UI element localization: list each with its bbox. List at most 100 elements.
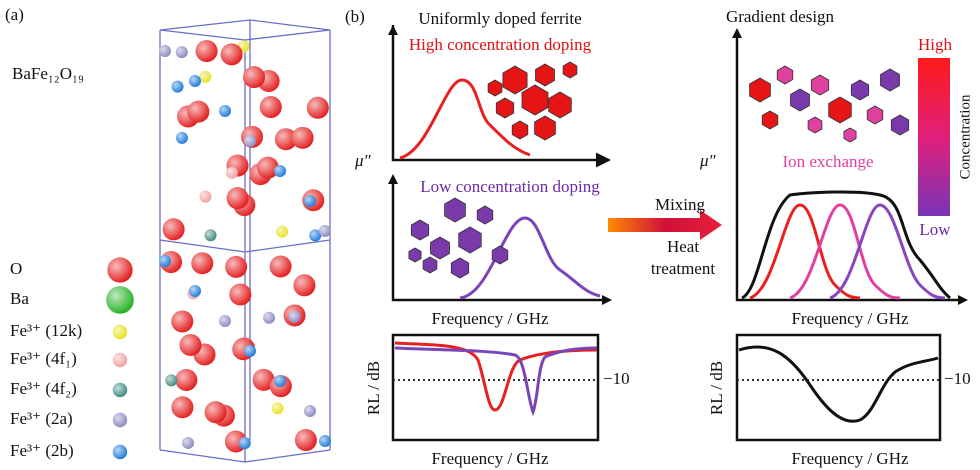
atom-shine	[289, 311, 301, 323]
particle	[459, 227, 482, 253]
particle	[451, 258, 468, 278]
legend-label: Ba	[10, 289, 29, 308]
legend-label: Fe³⁺ (2a)	[10, 409, 73, 428]
atom-shine	[179, 334, 201, 356]
panel-title: Gradient design	[726, 7, 835, 26]
atom-shine	[229, 284, 251, 306]
particle	[867, 106, 883, 124]
particle	[777, 66, 793, 84]
atom-shine	[176, 46, 188, 58]
atom-shine	[176, 132, 188, 144]
crystal-structure	[159, 20, 331, 462]
atom-shine	[106, 286, 134, 314]
y-axis-label: μ″	[699, 151, 717, 170]
process-label: Mixing	[655, 195, 706, 214]
particle	[431, 237, 450, 259]
atom-shine	[199, 71, 211, 83]
particle	[411, 220, 428, 240]
atom-shine	[319, 225, 331, 237]
figure: (a) BaFe₁₂O₁₉ OBaFe³⁺ (12k)Fe³⁺ (4f₁)Fe³…	[0, 0, 980, 470]
atom-shine	[221, 43, 243, 65]
scale-label: Low	[919, 220, 951, 239]
legend-label: Fe³⁺ (4f₂)	[10, 379, 77, 398]
atom-shine	[272, 402, 284, 414]
atom-shine	[113, 413, 127, 427]
color-scale	[918, 58, 950, 216]
atom-shine	[107, 257, 132, 282]
atom-shine	[304, 405, 316, 417]
atom-shine	[205, 401, 227, 423]
y-axis-label: RL / dB	[364, 361, 383, 415]
atom-shine	[226, 167, 238, 179]
particle	[496, 98, 513, 118]
atom-shine	[219, 315, 231, 327]
process-label: Heat	[667, 237, 699, 256]
particle	[549, 92, 572, 118]
atom-shine	[276, 226, 288, 238]
atom-shine	[189, 285, 201, 297]
atom-shine	[270, 255, 292, 277]
atom-shine	[159, 45, 171, 57]
annotation: High concentration doping	[409, 35, 592, 54]
atom-shine	[243, 66, 265, 88]
atom-shine	[163, 218, 185, 240]
curve	[395, 348, 597, 412]
particle	[535, 116, 556, 140]
particle	[563, 62, 577, 78]
atom-shine	[205, 229, 217, 241]
atom-shine	[200, 191, 212, 203]
particle	[488, 80, 502, 96]
threshold-label: −10	[944, 369, 971, 388]
atom-shine	[113, 353, 127, 367]
atom-shine	[159, 255, 171, 267]
legend-label: O	[10, 259, 22, 278]
legend-label: Fe³⁺ (12k)	[10, 321, 82, 340]
particle	[844, 128, 856, 142]
particle	[477, 206, 493, 224]
atom-shine	[239, 437, 251, 449]
atom-shine	[113, 325, 127, 339]
atom-shine	[113, 383, 127, 397]
particle	[492, 246, 508, 264]
atom-shine	[307, 97, 329, 119]
x-axis-label: Frequency / GHz	[791, 449, 909, 468]
arrow-head	[388, 25, 398, 35]
particle	[409, 248, 421, 262]
particle	[536, 64, 555, 86]
x-axis-label: Frequency / GHz	[791, 309, 909, 328]
scale-label: High	[918, 35, 953, 54]
particle	[891, 115, 908, 135]
atom-shine	[219, 105, 231, 117]
atom-shine	[182, 437, 194, 449]
curve	[739, 347, 938, 421]
particle	[423, 257, 437, 273]
atom-shine	[172, 81, 184, 93]
process-arrow	[608, 210, 722, 240]
plot-frame	[737, 335, 940, 440]
particle	[522, 85, 548, 115]
atom-shine	[295, 429, 317, 451]
atom-shine	[304, 195, 316, 207]
particle	[512, 121, 528, 139]
atom-shine	[319, 435, 331, 447]
particle	[829, 97, 852, 123]
atom-shine	[187, 101, 209, 123]
atom-shine	[196, 40, 218, 62]
scale-title: Concentration	[957, 94, 973, 179]
annotation: Low concentration doping	[420, 177, 600, 196]
annotation: Ion exchange	[782, 152, 873, 171]
threshold-label: −10	[603, 369, 630, 388]
atom-shine	[263, 312, 275, 324]
atom-shine	[165, 374, 177, 386]
atom-shine	[191, 252, 213, 274]
process-label: treatment	[651, 259, 715, 278]
atom-shine	[244, 135, 256, 147]
particle	[762, 111, 778, 129]
atom-shine	[274, 165, 286, 177]
panel-label: (a)	[5, 5, 24, 24]
particle	[750, 78, 771, 102]
atom-shine	[113, 445, 127, 459]
atom-shine	[227, 187, 249, 209]
atom-shine	[293, 274, 315, 296]
panel-label: (b)	[345, 7, 365, 26]
